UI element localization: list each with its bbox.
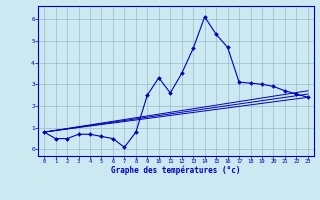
X-axis label: Graphe des températures (°c): Graphe des températures (°c)	[111, 166, 241, 175]
